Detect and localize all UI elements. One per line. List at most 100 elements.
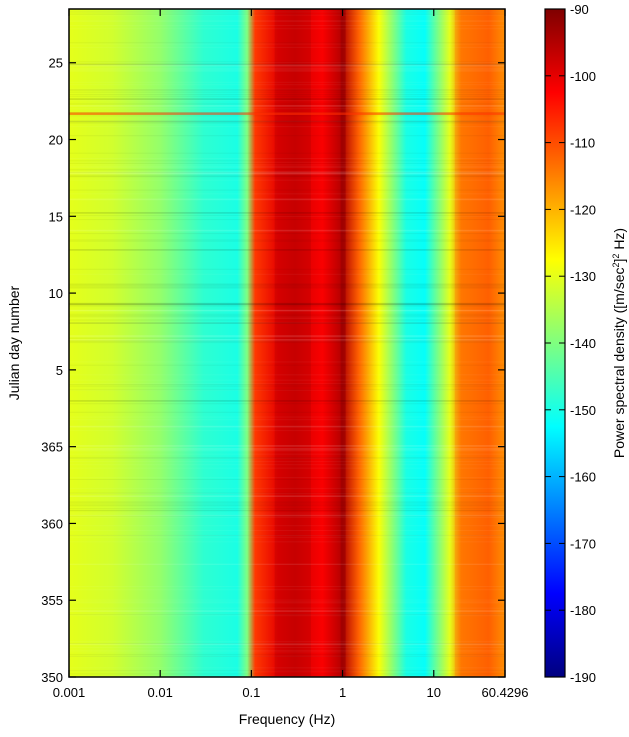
- day-streak: [69, 599, 505, 601]
- day-streak: [69, 240, 505, 242]
- day-streak: [69, 508, 505, 510]
- day-streak: [69, 589, 505, 591]
- day-streak: [69, 563, 505, 565]
- day-streak: [69, 510, 505, 511]
- day-streak: [69, 383, 505, 385]
- y-tick-label: 20: [49, 133, 63, 148]
- day-streak: [69, 457, 505, 459]
- day-streak: [69, 158, 505, 159]
- day-streak: [69, 316, 505, 318]
- high-frequency-band: [454, 9, 505, 677]
- heatmap-streaks: [69, 9, 505, 677]
- colorbar-label-exp1: 2: [611, 262, 621, 267]
- colorbar-tick-label: -110: [570, 136, 595, 151]
- day-streak: [69, 445, 505, 447]
- day-streak: [69, 450, 505, 451]
- day-streak: [69, 273, 505, 275]
- day-streak: [69, 464, 505, 466]
- day-streak: [69, 303, 505, 306]
- heatmap-area: [69, 9, 505, 677]
- day-streak: [69, 614, 505, 616]
- day-streak: [69, 89, 505, 91]
- day-streak: [69, 172, 505, 175]
- day-streak: [69, 310, 505, 311]
- day-streak: [69, 647, 505, 648]
- day-streak: [69, 534, 505, 536]
- colorbar-ticks: -90 -100 -110 -120 -130 -140 -150 -160 -170 -180 -…: [545, 2, 596, 685]
- colorbar-tick-label: -180: [570, 603, 596, 618]
- heatmap-fill: [69, 9, 505, 677]
- day-streak: [69, 189, 505, 191]
- day-streak: [69, 100, 505, 102]
- day-streak: [69, 610, 505, 612]
- day-streak: [69, 315, 505, 317]
- day-streak: [69, 309, 505, 312]
- day-streak: [69, 335, 505, 337]
- day-streak: [69, 655, 505, 657]
- day-streak: [69, 450, 505, 452]
- day-streak: [69, 457, 505, 459]
- day-streak: [69, 28, 505, 30]
- colorbar-label-bracket: ]: [611, 259, 627, 263]
- day-streak: [69, 81, 505, 83]
- colorbar-label-prefix: Power spectral density ([m/sec: [611, 267, 627, 458]
- microseism-band: [274, 9, 311, 677]
- day-streak: [69, 461, 505, 463]
- day-streak: [69, 70, 505, 71]
- day-streak: [69, 502, 505, 504]
- day-streak: [69, 389, 505, 391]
- day-streak: [69, 339, 505, 341]
- day-streak: [69, 492, 505, 494]
- day-streak: [69, 161, 505, 163]
- day-streak: [69, 13, 505, 15]
- day-streak: [69, 108, 505, 110]
- y-tick-label: 360: [41, 516, 63, 531]
- day-streak: [69, 640, 505, 642]
- colorbar-tick-label: -190: [570, 670, 596, 685]
- colorbar-tick-label: -100: [570, 69, 596, 84]
- day-streak: [69, 120, 505, 123]
- day-streak: [69, 103, 505, 105]
- day-streak: [69, 179, 505, 181]
- x-tick-label: 0.001: [53, 685, 86, 700]
- day-streak: [69, 286, 505, 288]
- day-streak: [69, 65, 505, 67]
- day-streak: [69, 411, 505, 413]
- y-tick-label: 355: [41, 593, 63, 608]
- day-streak: [69, 322, 505, 324]
- day-streak: [69, 239, 505, 241]
- day-streak: [69, 215, 505, 217]
- day-streak: [69, 193, 505, 195]
- day-streak: [69, 11, 505, 13]
- day-streak: [69, 318, 505, 319]
- day-streak: [69, 105, 505, 107]
- day-streak: [69, 43, 505, 45]
- day-streak: [69, 504, 505, 506]
- day-streak: [69, 667, 505, 669]
- day-streak: [69, 643, 505, 646]
- day-streak: [69, 487, 505, 489]
- colorbar-tick-label: -90: [570, 2, 589, 17]
- day-streak: [69, 453, 505, 455]
- day-streak: [69, 493, 505, 495]
- day-streak: [69, 171, 505, 174]
- day-streak: [69, 655, 505, 657]
- day-streak: [69, 11, 505, 13]
- day-streak: [69, 505, 505, 507]
- x-tick-label: 0.01: [148, 685, 173, 700]
- day-streak: [69, 536, 505, 538]
- day-streak: [69, 448, 505, 450]
- day-streak: [69, 42, 505, 44]
- day-streak: [69, 284, 505, 286]
- day-streak: [69, 516, 505, 518]
- day-streak: [69, 94, 505, 95]
- colorbar-tick-label: -130: [570, 269, 596, 284]
- x-axis: 0.001 0.01 0.1 1 10 60.4296: [53, 9, 529, 700]
- day-streak: [69, 70, 505, 72]
- day-streak: [69, 115, 505, 117]
- day-streak: [69, 512, 505, 514]
- day-streak: [69, 384, 505, 385]
- day-streak: [69, 172, 505, 173]
- day-streak: [69, 419, 505, 421]
